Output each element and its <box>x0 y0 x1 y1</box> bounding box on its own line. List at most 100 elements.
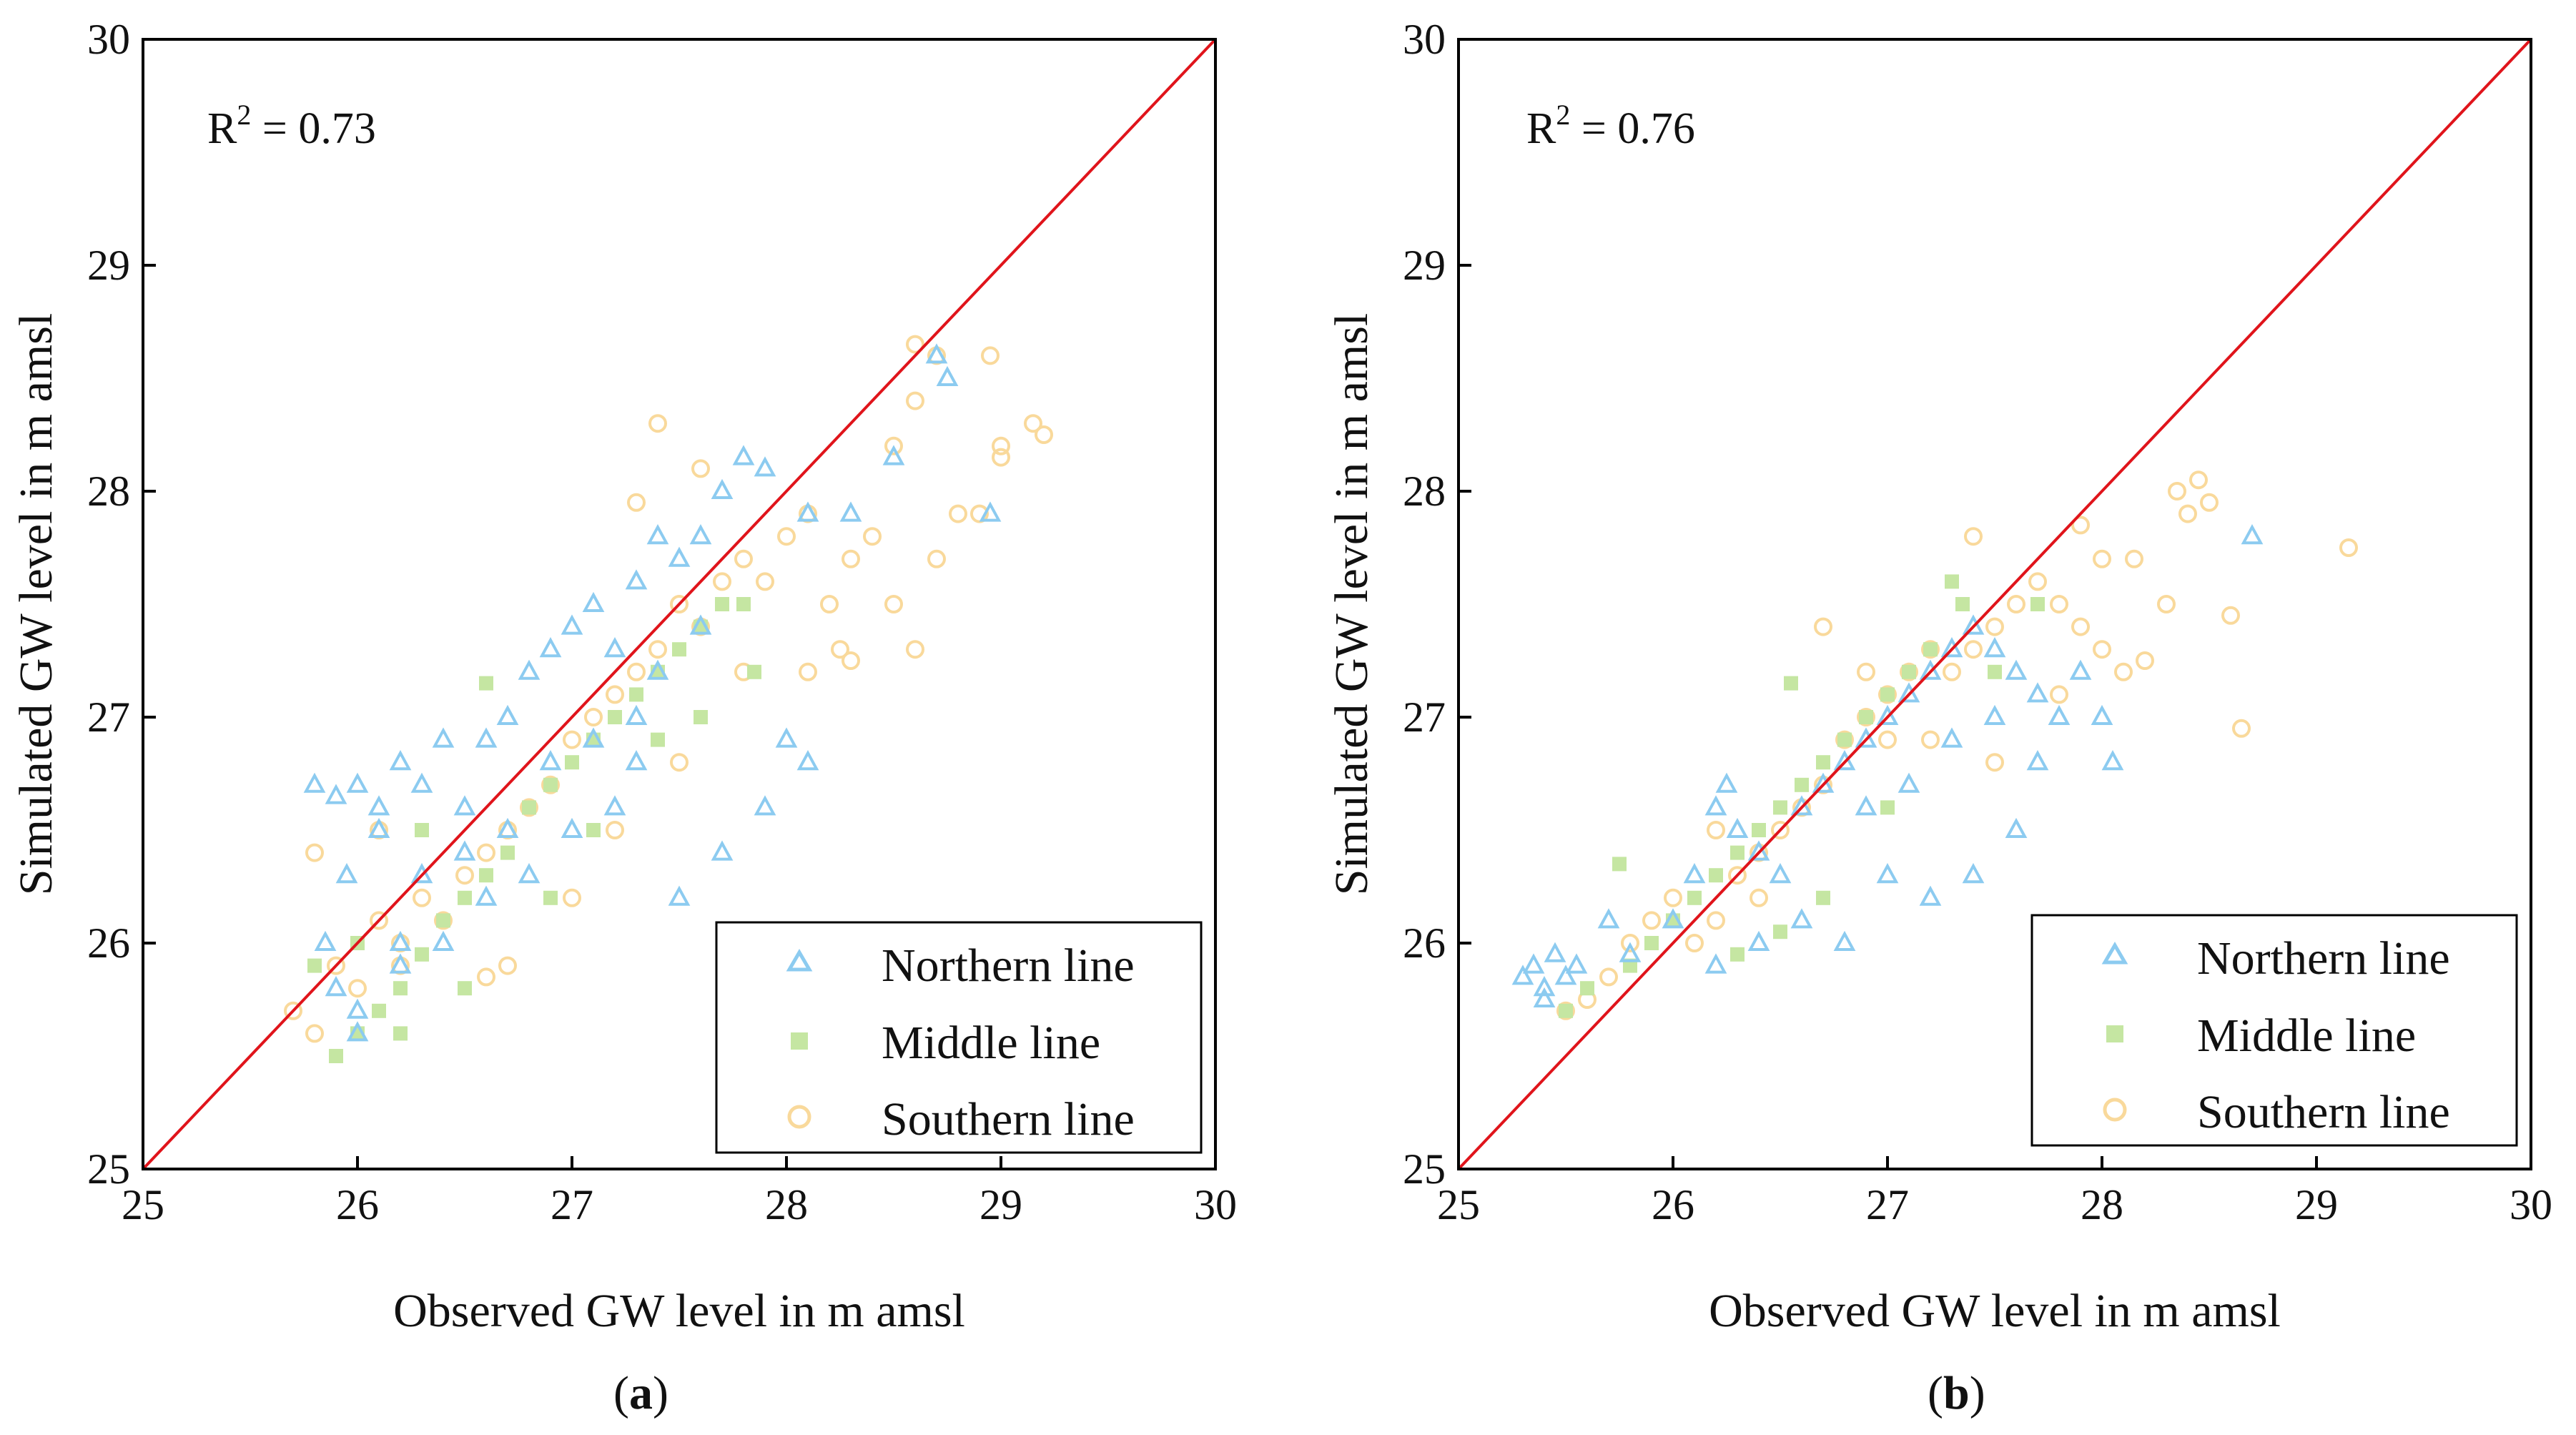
panel-label-a: (a) <box>613 1367 668 1419</box>
data-point-northern-line <box>1940 727 1963 748</box>
data-point-middle-line <box>1988 664 2002 679</box>
legend-label-northern-line: Northern line <box>2197 932 2450 985</box>
legend-label-middle-line: Middle line <box>882 1017 1100 1069</box>
data-point-northern-line <box>1790 795 1813 816</box>
data-point-northern-line <box>1522 953 1545 974</box>
data-point-northern-line <box>1704 953 1727 974</box>
data-point-northern-line <box>475 727 498 748</box>
r-squared-symbol: R <box>1526 104 1556 153</box>
data-point-southern-line <box>1771 821 1790 839</box>
data-point-northern-line <box>603 637 626 658</box>
data-point-southern-line <box>2200 493 2219 512</box>
data-point-southern-line <box>1878 685 1897 704</box>
data-point-middle-line <box>715 597 729 611</box>
data-point-southern-line <box>1599 967 1618 987</box>
data-point-southern-line <box>541 775 560 794</box>
data-point-northern-line <box>1962 863 1985 884</box>
data-point-northern-line <box>496 704 519 725</box>
data-point-northern-line <box>1747 930 1770 951</box>
y-tick-label: 26 <box>1403 919 1446 967</box>
data-point-northern-line <box>346 772 369 793</box>
data-points-layer <box>1511 470 2358 1020</box>
x-tick-label: 27 <box>551 1181 593 1228</box>
data-point-northern-line <box>496 817 519 838</box>
data-point-middle-line <box>329 1049 343 1063</box>
data-point-northern-line <box>389 953 412 974</box>
data-point-southern-line <box>1857 662 1875 681</box>
data-point-northern-line <box>432 727 455 748</box>
data-point-northern-line <box>625 704 648 725</box>
x-tick-label: 25 <box>1437 1181 1480 1228</box>
data-point-northern-line <box>1662 908 1684 929</box>
r-squared-symbol: R <box>207 104 237 153</box>
data-point-northern-line <box>979 501 1002 522</box>
data-point-middle-line <box>1730 947 1745 962</box>
data-point-southern-line <box>413 888 431 907</box>
data-point-northern-line <box>1983 704 2006 725</box>
data-point-middle-line <box>586 823 601 837</box>
data-point-northern-line <box>2101 750 2124 771</box>
panel-label-b: (b) <box>1928 1367 1985 1419</box>
data-point-southern-line <box>863 527 882 546</box>
data-point-middle-line <box>543 777 558 792</box>
data-point-northern-line <box>1876 863 1899 884</box>
data-point-southern-line <box>627 662 646 681</box>
x-tick-label: 30 <box>1194 1181 1237 1228</box>
data-point-middle-line <box>1644 936 1659 950</box>
data-point-northern-line <box>335 863 358 884</box>
data-point-southern-line <box>2339 538 2358 557</box>
data-point-southern-line <box>455 866 474 885</box>
data-point-northern-line <box>625 750 648 771</box>
data-point-southern-line <box>2093 640 2111 659</box>
one-to-one-line <box>142 38 1217 1170</box>
data-point-southern-line <box>434 911 453 930</box>
data-point-northern-line <box>389 750 412 771</box>
data-point-northern-line <box>754 795 776 816</box>
data-point-northern-line <box>2005 817 2028 838</box>
data-point-northern-line <box>1715 772 1738 793</box>
x-tick-label: 29 <box>979 1181 1022 1228</box>
x-axis: 25 26 27 28 29 30 <box>122 1156 1237 1228</box>
data-point-middle-line <box>1837 732 1852 747</box>
data-point-southern-line <box>734 549 753 568</box>
r-squared-value: = 0.76 <box>1570 104 1694 153</box>
r-squared-annotation: R2 = 0.73 <box>207 99 376 153</box>
data-point-southern-line <box>2028 572 2047 591</box>
legend: Northern line Middle line Southern line <box>715 921 1203 1154</box>
data-point-northern-line <box>453 795 476 816</box>
data-point-northern-line <box>1833 930 1856 951</box>
data-point-northern-line <box>1876 704 1899 725</box>
data-point-northern-line <box>1533 987 1556 1007</box>
data-point-northern-line <box>668 885 691 906</box>
data-point-middle-line <box>694 710 708 724</box>
data-point-southern-line <box>1835 730 1854 749</box>
data-point-southern-line <box>606 821 624 839</box>
x-tick-label: 26 <box>1652 1181 1694 1228</box>
data-point-northern-line <box>1919 659 1942 680</box>
data-point-northern-line <box>732 445 755 465</box>
x-tick-label: 28 <box>2081 1181 2123 1228</box>
data-point-northern-line <box>325 784 347 804</box>
data-point-northern-line <box>518 863 541 884</box>
data-point-northern-line <box>1940 637 1963 658</box>
data-point-northern-line <box>646 659 669 680</box>
data-point-southern-line <box>2178 504 2197 523</box>
y-tick-label: 30 <box>1403 16 1446 63</box>
y-tick-label: 25 <box>1403 1145 1446 1193</box>
data-point-northern-line <box>561 817 583 838</box>
data-point-southern-line <box>327 956 345 975</box>
plot-area-frame <box>142 38 1217 1170</box>
data-point-southern-line <box>1664 888 1682 907</box>
data-point-middle-line <box>436 913 450 928</box>
data-point-middle-line <box>500 845 515 860</box>
data-point-middle-line <box>415 823 429 837</box>
data-point-northern-line <box>2026 750 2049 771</box>
data-point-middle-line <box>747 664 761 679</box>
y-tick-label: 25 <box>87 1145 130 1193</box>
panel-label-letter: a <box>629 1367 653 1419</box>
data-point-middle-line <box>736 597 751 611</box>
y-axis: 25 26 27 28 29 30 <box>1403 16 1471 1193</box>
x-tick-label: 30 <box>2510 1181 2552 1228</box>
data-point-southern-line <box>305 1024 324 1043</box>
